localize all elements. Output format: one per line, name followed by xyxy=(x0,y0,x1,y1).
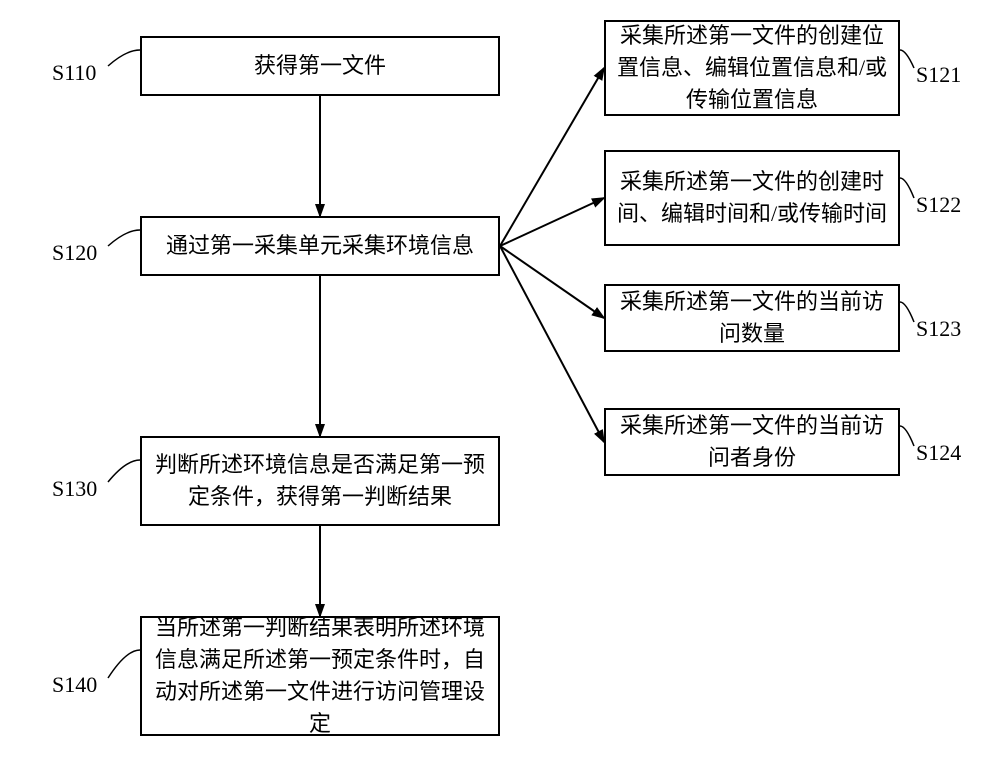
node-s110: 获得第一文件 xyxy=(140,36,500,96)
node-s130: 判断所述环境信息是否满足第一预定条件，获得第一判断结果 xyxy=(140,436,500,526)
node-s122-text: 采集所述第一文件的创建时间、编辑时间和/或传输时间 xyxy=(616,166,888,230)
node-s120: 通过第一采集单元采集环境信息 xyxy=(140,216,500,276)
node-s140: 当所述第一判断结果表明所述环境信息满足所述第一预定条件时，自动对所述第一文件进行… xyxy=(140,616,500,736)
node-s121-text: 采集所述第一文件的创建位置信息、编辑位置信息和/或传输位置信息 xyxy=(616,20,888,116)
label-s123: S123 xyxy=(916,316,961,342)
node-s124: 采集所述第一文件的当前访问者身份 xyxy=(604,408,900,476)
node-s110-text: 获得第一文件 xyxy=(254,50,386,82)
node-s122: 采集所述第一文件的创建时间、编辑时间和/或传输时间 xyxy=(604,150,900,246)
label-s122: S122 xyxy=(916,192,961,218)
node-s120-text: 通过第一采集单元采集环境信息 xyxy=(166,230,474,262)
label-s120: S120 xyxy=(52,240,97,266)
node-s140-text: 当所述第一判断结果表明所述环境信息满足所述第一预定条件时，自动对所述第一文件进行… xyxy=(152,612,488,740)
node-s123: 采集所述第一文件的当前访问数量 xyxy=(604,284,900,352)
node-s121: 采集所述第一文件的创建位置信息、编辑位置信息和/或传输位置信息 xyxy=(604,20,900,116)
node-s123-text: 采集所述第一文件的当前访问数量 xyxy=(616,286,888,350)
node-s124-text: 采集所述第一文件的当前访问者身份 xyxy=(616,410,888,474)
flowchart-canvas: 获得第一文件 通过第一采集单元采集环境信息 判断所述环境信息是否满足第一预定条件… xyxy=(0,0,1000,776)
label-s110: S110 xyxy=(52,60,96,86)
label-s124: S124 xyxy=(916,440,961,466)
label-s140: S140 xyxy=(52,672,97,698)
node-s130-text: 判断所述环境信息是否满足第一预定条件，获得第一判断结果 xyxy=(152,449,488,513)
label-s130: S130 xyxy=(52,476,97,502)
label-s121: S121 xyxy=(916,62,961,88)
